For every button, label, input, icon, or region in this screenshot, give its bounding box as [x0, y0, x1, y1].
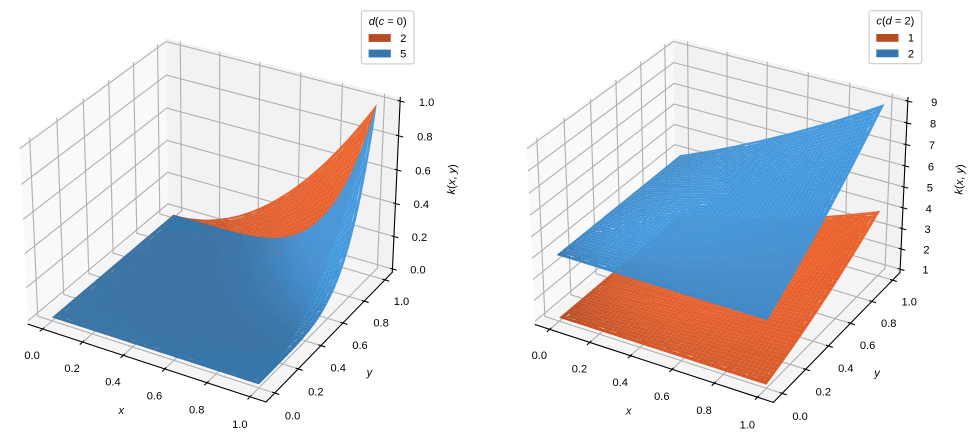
svg-text:0.8: 0.8: [189, 405, 204, 417]
svg-text:1.0: 1.0: [901, 296, 916, 308]
svg-text:k(x, y): k(x, y): [953, 164, 966, 195]
svg-text:2: 2: [400, 33, 406, 45]
svg-text:4: 4: [926, 203, 932, 215]
svg-text:1: 1: [922, 265, 928, 277]
svg-text:c(d = 2): c(d = 2): [876, 16, 914, 28]
svg-text:3: 3: [925, 224, 931, 236]
svg-text:0.2: 0.2: [64, 363, 79, 375]
svg-text:2: 2: [908, 48, 914, 60]
svg-text:1.0: 1.0: [740, 419, 755, 431]
svg-text:0.6: 0.6: [860, 340, 875, 352]
svg-text:0.4: 0.4: [612, 377, 627, 389]
svg-text:0.6: 0.6: [147, 391, 162, 403]
svg-text:x: x: [118, 405, 125, 417]
svg-text:1.0: 1.0: [232, 419, 247, 431]
svg-text:0.2: 0.2: [412, 232, 427, 244]
svg-text:0.8: 0.8: [417, 132, 432, 144]
svg-text:x: x: [625, 405, 632, 417]
svg-text:8: 8: [930, 119, 936, 131]
svg-text:7: 7: [929, 140, 935, 152]
svg-text:1: 1: [908, 33, 914, 45]
svg-text:0.0: 0.0: [792, 411, 807, 423]
svg-text:0.0: 0.0: [285, 411, 300, 423]
svg-text:0.6: 0.6: [654, 391, 669, 403]
svg-text:1.0: 1.0: [394, 296, 409, 308]
svg-text:0.2: 0.2: [572, 363, 587, 375]
svg-text:5: 5: [927, 183, 933, 195]
svg-text:0.8: 0.8: [696, 405, 711, 417]
svg-text:0.8: 0.8: [881, 318, 896, 330]
svg-text:d(c = 0): d(c = 0): [369, 16, 407, 28]
svg-text:0.2: 0.2: [816, 387, 831, 399]
svg-text:2: 2: [923, 244, 929, 256]
svg-text:6: 6: [928, 161, 934, 173]
svg-text:0.4: 0.4: [414, 199, 429, 211]
svg-text:y: y: [873, 368, 881, 380]
svg-text:0.0: 0.0: [24, 350, 39, 362]
svg-text:0.0: 0.0: [532, 350, 547, 362]
svg-text:0.8: 0.8: [373, 318, 388, 330]
svg-text:1.0: 1.0: [419, 97, 434, 109]
svg-text:9: 9: [931, 97, 937, 109]
svg-text:0.0: 0.0: [410, 264, 425, 276]
svg-text:y: y: [366, 367, 374, 379]
svg-text:k(x, y): k(x, y): [446, 164, 459, 195]
svg-text:0.4: 0.4: [838, 363, 853, 375]
svg-text:0.4: 0.4: [105, 377, 120, 389]
svg-text:0.6: 0.6: [352, 340, 367, 352]
svg-text:0.4: 0.4: [330, 363, 345, 375]
svg-text:5: 5: [400, 48, 406, 60]
svg-text:0.2: 0.2: [308, 386, 323, 398]
svg-text:0.6: 0.6: [415, 166, 430, 178]
